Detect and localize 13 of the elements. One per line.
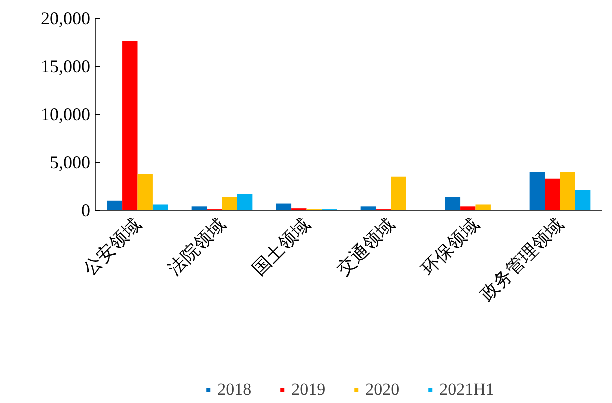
legend-label: 2021H1 (440, 380, 494, 400)
legend-label: 2018 (218, 380, 252, 400)
x-tick-label: 法院领域 (164, 214, 230, 280)
y-tick-label: 20,000 (41, 8, 90, 28)
legend-label: 2019 (292, 380, 326, 400)
legend-label: 2020 (366, 380, 400, 400)
y-tick-label: 5,000 (50, 152, 90, 172)
x-tick-label: 交通领域 (333, 214, 398, 280)
y-tick-label: 15,000 (41, 56, 90, 76)
x-tick-label: 国土领域 (248, 214, 314, 280)
y-tick-label: 10,000 (41, 104, 90, 124)
y-tick-label: 0 (82, 200, 90, 220)
x-tick-label: 环保领域 (418, 214, 483, 280)
